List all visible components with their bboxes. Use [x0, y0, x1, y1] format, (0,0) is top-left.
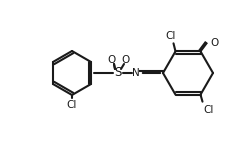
Text: Cl: Cl — [67, 100, 77, 110]
Text: O: O — [210, 38, 219, 48]
Text: N: N — [132, 68, 140, 78]
Text: Cl: Cl — [203, 105, 214, 115]
Text: O: O — [108, 55, 116, 65]
Text: O: O — [122, 55, 130, 65]
Text: Cl: Cl — [165, 31, 176, 41]
Text: S: S — [114, 66, 122, 80]
